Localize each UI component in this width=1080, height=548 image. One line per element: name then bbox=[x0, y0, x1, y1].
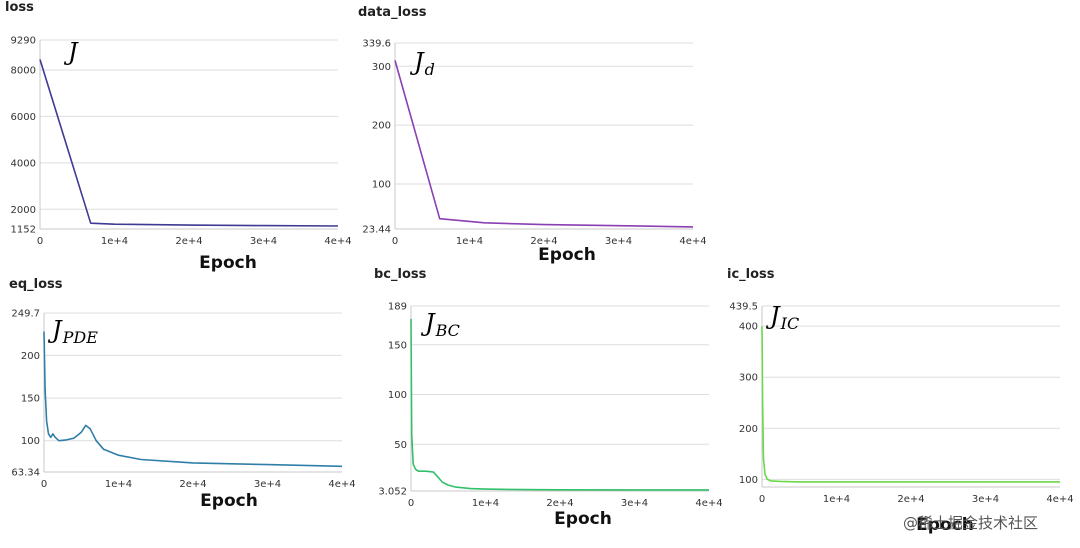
x-tick-label: 4e+4 bbox=[695, 498, 722, 509]
chart-eq-loss: eq_loss 63.34 100 150 200 249.7 0 1e+4 2e+4 3e+4 4… bbox=[9, 277, 356, 511]
x-tick-label: 3e+4 bbox=[250, 236, 277, 247]
y-tick-label: 4000 bbox=[11, 158, 36, 169]
x-axis-label: Epoch bbox=[199, 253, 257, 273]
y-tick-label: 200 bbox=[21, 351, 40, 362]
series-line bbox=[39, 59, 339, 227]
y-tick-label: 1152 bbox=[11, 225, 36, 236]
y-tick-label: 2000 bbox=[11, 205, 36, 216]
formula-annotation: JIC bbox=[765, 302, 799, 333]
y-tick-label: 6000 bbox=[11, 112, 36, 123]
chart-ic-loss: ic_loss 100 200 300 400 439.5 0 1e+4 2e+4 3e+4 4e+… bbox=[727, 267, 1074, 535]
x-tick-label: 1e+4 bbox=[456, 236, 483, 247]
series-line bbox=[761, 326, 1060, 483]
chart-loss: loss 1152 2000 4000 6000 8000 9290 0 1e+4 2e+4 3e+… bbox=[5, 0, 352, 273]
x-axis-label: Epoch bbox=[554, 509, 612, 529]
y-tick-label: 400 bbox=[739, 322, 758, 333]
y-tick-label: 50 bbox=[394, 440, 407, 451]
chart-title: bc_loss bbox=[374, 267, 427, 282]
x-tick-label: 4e+4 bbox=[324, 236, 351, 247]
x-tick-label: 0 bbox=[408, 498, 414, 509]
x-axis-label: Epoch bbox=[200, 491, 258, 511]
formula-annotation: JPDE bbox=[47, 316, 98, 347]
y-tick-label: 63.34 bbox=[11, 468, 40, 479]
y-tick-label: 189 bbox=[388, 302, 407, 313]
x-tick-label: 0 bbox=[37, 236, 43, 247]
chart-title: data_loss bbox=[358, 5, 427, 20]
y-tick-label: 200 bbox=[372, 121, 391, 132]
y-tick-label: 23.44 bbox=[362, 225, 391, 236]
watermark: @稀土掘金技术社区 bbox=[903, 514, 1039, 532]
x-tick-label: 1e+4 bbox=[101, 236, 128, 247]
chart-title: eq_loss bbox=[9, 277, 63, 292]
y-tick-label: 249.7 bbox=[11, 309, 40, 320]
formula-annotation: Jd bbox=[409, 48, 435, 79]
x-tick-label: 1e+4 bbox=[472, 498, 499, 509]
x-axis-label: Epoch bbox=[916, 515, 974, 535]
x-tick-label: 4e+4 bbox=[679, 236, 706, 247]
y-tick-label: 9290 bbox=[11, 36, 36, 47]
y-tick-label: 100 bbox=[739, 475, 758, 486]
formula-annotation: J bbox=[63, 38, 79, 66]
x-tick-label: 2e+4 bbox=[530, 236, 557, 247]
x-tick-label: 2e+4 bbox=[546, 498, 573, 509]
x-tick-label: 1e+4 bbox=[105, 479, 132, 490]
series-line bbox=[43, 331, 343, 468]
x-axis-label: Epoch bbox=[538, 245, 596, 265]
y-tick-label: 8000 bbox=[11, 65, 36, 76]
x-tick-label: 4e+4 bbox=[328, 479, 355, 490]
chart-bc-loss: bc_loss 3.052 50 100 150 189 0 1e+4 2e+4 3e+4 4e+4… bbox=[374, 267, 723, 529]
y-tick-label: 100 bbox=[388, 390, 407, 401]
y-tick-label: 150 bbox=[388, 340, 407, 351]
y-tick-label: 200 bbox=[739, 424, 758, 435]
y-tick-label: 300 bbox=[739, 373, 758, 384]
y-tick-label: 100 bbox=[21, 436, 40, 447]
x-tick-label: 3e+4 bbox=[621, 498, 648, 509]
chart-data-loss: data_loss 23.44 100 200 300 339.6 0 1e+4 2e+4 3e+… bbox=[358, 5, 707, 265]
x-tick-label: 0 bbox=[392, 236, 398, 247]
x-tick-label: 0 bbox=[41, 479, 47, 490]
y-tick-label: 100 bbox=[372, 179, 391, 190]
x-tick-label: 1e+4 bbox=[823, 494, 850, 505]
x-tick-label: 4e+4 bbox=[1046, 494, 1073, 505]
x-tick-label: 2e+4 bbox=[179, 479, 206, 490]
y-tick-label: 150 bbox=[21, 394, 40, 405]
series-line bbox=[394, 60, 694, 228]
x-tick-label: 2e+4 bbox=[175, 236, 202, 247]
x-tick-label: 2e+4 bbox=[897, 494, 924, 505]
x-tick-label: 3e+4 bbox=[254, 479, 281, 490]
x-tick-label: 3e+4 bbox=[605, 236, 632, 247]
chart-title: ic_loss bbox=[727, 267, 775, 282]
y-tick-label: 339.6 bbox=[362, 39, 391, 50]
series-line bbox=[410, 318, 709, 491]
y-tick-label: 3.052 bbox=[378, 487, 407, 498]
y-tick-label: 300 bbox=[372, 62, 391, 73]
formula-annotation: JBC bbox=[420, 309, 460, 340]
chart-title: loss bbox=[5, 0, 34, 15]
x-tick-label: 0 bbox=[759, 494, 765, 505]
x-tick-label: 3e+4 bbox=[972, 494, 999, 505]
y-tick-label: 439.5 bbox=[729, 302, 758, 313]
